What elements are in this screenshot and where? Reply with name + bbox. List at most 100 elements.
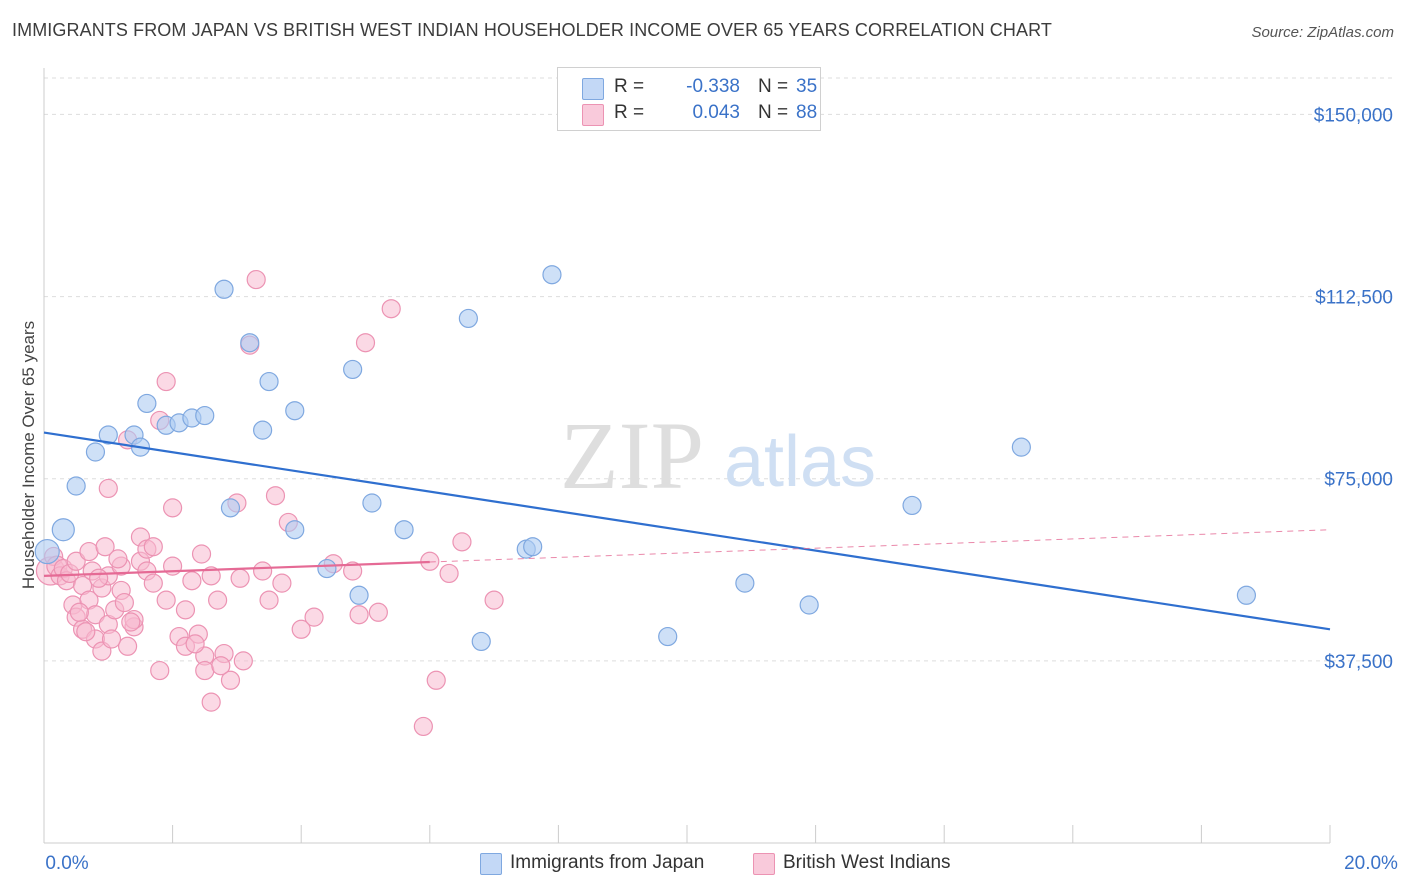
data-point-bwi (101, 629, 122, 649)
data-point-bwi (195, 660, 215, 681)
data-point-japan (542, 265, 562, 285)
data-point-bwi (185, 634, 205, 654)
data-point-japan (523, 537, 543, 557)
data-point-japan (471, 631, 491, 652)
data-point-japan (394, 520, 414, 540)
data-point-bwi (143, 573, 163, 593)
data-point-bwi (182, 571, 202, 591)
trend-line-japan (43, 431, 1331, 631)
data-point-japan (51, 518, 75, 542)
data-point-bwi (66, 551, 86, 571)
trend-line-bwi-extension (429, 529, 1331, 563)
data-point-japan (137, 393, 157, 414)
data-point-bwi (355, 333, 376, 353)
data-point-bwi (201, 566, 221, 586)
r-label: R = (614, 102, 645, 123)
data-point-japan (1011, 437, 1031, 457)
tick-labels: $37,500 $75,000 $112,500 $150,000 0.0% 20.0% (45, 105, 1398, 874)
data-point-bwi (343, 561, 363, 581)
data-point-japan (85, 442, 106, 462)
data-point-japan (214, 279, 234, 299)
data-point-bwi (108, 549, 128, 569)
data-point-bwi (426, 670, 446, 690)
y-tick-label: $75,000 (1324, 470, 1393, 491)
data-point-bwi (156, 371, 176, 392)
data-point-japan (34, 538, 60, 565)
data-point-japan (1236, 585, 1257, 605)
data-point-bwi (291, 619, 311, 639)
data-point-japan (220, 498, 241, 518)
data-point-bwi (143, 537, 163, 557)
legend-label: Immigrants from Japan (510, 852, 705, 873)
data-point-bwi (98, 478, 118, 499)
japan-swatch (582, 78, 604, 100)
y-tick-label: $150,000 (1314, 105, 1393, 126)
data-point-japan (259, 371, 279, 392)
data-point-bwi (163, 498, 183, 518)
data-point-bwi (259, 590, 279, 610)
y-tick-label: $112,500 (1315, 288, 1393, 309)
data-point-bwi (121, 612, 141, 632)
data-point-japan (285, 520, 305, 540)
data-point-bwi (117, 636, 138, 656)
n-value: 88 (796, 102, 818, 123)
data-point-bwi (452, 532, 472, 552)
data-point-bwi (233, 651, 253, 671)
data-point-japan (362, 493, 382, 513)
r-value: 0.043 (692, 102, 740, 123)
data-point-japan (458, 308, 478, 329)
data-point-bwi (272, 573, 292, 593)
data-point-bwi (413, 716, 433, 737)
source-label: Source: ZipAtlas.com (1251, 24, 1394, 41)
data-point-japan (658, 626, 678, 647)
y-tick-label: $37,500 (1324, 652, 1393, 673)
n-label: N = (758, 76, 789, 97)
bwi-swatch (753, 853, 775, 875)
data-point-bwi (191, 544, 212, 564)
data-point-japan (240, 333, 260, 353)
watermark-zip: ZIP (560, 402, 704, 509)
data-point-bwi (150, 660, 170, 681)
x-tick-label: 0.0% (45, 853, 88, 874)
data-point-bwi (381, 299, 401, 319)
watermark: ZIP atlas (560, 402, 876, 509)
data-point-japan (98, 425, 118, 445)
chart-title: IMMIGRANTS FROM JAPAN VS BRITISH WEST IN… (12, 20, 1052, 40)
watermark-atlas: atlas (724, 422, 876, 502)
data-point-bwi (246, 269, 266, 290)
data-point-bwi (69, 602, 89, 622)
data-point-bwi (230, 568, 250, 588)
data-point-japan (902, 495, 922, 516)
data-point-japan (285, 401, 305, 421)
data-point-japan (799, 595, 819, 615)
data-point-bwi (89, 568, 109, 588)
correlation-legend: R = -0.338 N = 35 R = 0.043 N = 88 (557, 67, 821, 131)
data-point-japan (66, 476, 86, 496)
trend-line-bwi (43, 560, 430, 577)
data-point-bwi (304, 607, 324, 627)
data-point-bwi (349, 605, 369, 625)
axes (43, 68, 1331, 844)
series-british-west-indians (35, 269, 504, 737)
n-value: 35 (796, 76, 818, 97)
series-immigrants-from-japan (34, 265, 1257, 652)
data-point-bwi (253, 561, 273, 581)
data-point-bwi (220, 670, 241, 690)
data-point-japan (253, 420, 273, 440)
data-point-bwi (208, 590, 228, 610)
n-label: N = (758, 102, 789, 123)
data-point-bwi (79, 541, 99, 562)
data-point-bwi (265, 486, 286, 506)
data-point-bwi (156, 590, 176, 610)
data-point-japan (343, 359, 363, 380)
legend-label: British West Indians (783, 852, 951, 873)
data-point-japan (349, 585, 369, 605)
data-point-bwi (211, 656, 231, 676)
data-point-bwi (439, 563, 459, 584)
data-point-bwi (114, 592, 134, 613)
data-point-japan (735, 573, 755, 593)
data-point-bwi (368, 602, 388, 622)
data-point-bwi (175, 600, 196, 620)
trend-lines (43, 431, 1331, 631)
